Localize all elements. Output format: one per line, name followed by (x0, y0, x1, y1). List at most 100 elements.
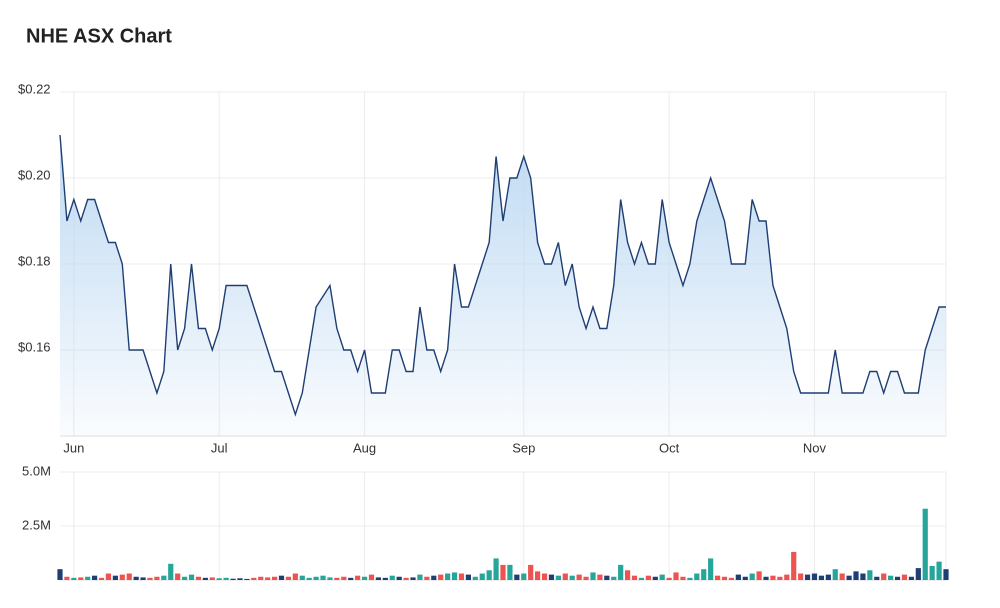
volume-bar (936, 561, 942, 580)
volume-bar (943, 569, 949, 580)
volume-bar (389, 575, 395, 580)
volume-bar (915, 568, 921, 580)
volume-bar (251, 577, 257, 580)
volume-bar (687, 577, 693, 580)
volume-bar (645, 575, 651, 580)
volume-bar (853, 571, 859, 580)
volume-bar (784, 574, 790, 580)
volume-bar (355, 575, 361, 580)
volume-bar (818, 575, 825, 580)
volume-bar (908, 576, 914, 580)
volume-bar (514, 574, 520, 580)
volume-bar (860, 573, 866, 580)
volume-bar (798, 573, 804, 580)
volume-bar (832, 569, 838, 580)
volume-bar (265, 577, 271, 580)
volume-bar (98, 577, 105, 580)
volume-bar (881, 573, 887, 580)
volume-bar (230, 578, 236, 580)
volume-bar (375, 577, 382, 580)
volume-bar (804, 574, 811, 580)
volume-bar (313, 576, 319, 580)
volume-bar (638, 577, 645, 580)
volume-bar (486, 570, 492, 580)
volume-bar (327, 577, 333, 580)
x-tick-label: Oct (659, 440, 680, 455)
volume-bar (403, 577, 409, 580)
volume-bar (922, 508, 928, 580)
volume-bar (64, 576, 70, 580)
volume-bar (742, 576, 748, 580)
volume-bar (341, 576, 347, 580)
volume-bar (666, 577, 672, 580)
volume-bar (604, 575, 610, 580)
volume-bar (749, 573, 755, 580)
volume-bar (673, 572, 679, 580)
volume-bar (368, 574, 375, 580)
volume-bar (562, 573, 568, 580)
volume-bar (161, 575, 167, 580)
volume-bar (479, 573, 485, 580)
volume-bar (624, 570, 631, 580)
volume-bar (396, 576, 402, 580)
y-tick-label: 5.0M (22, 463, 51, 478)
volume-bar (237, 578, 243, 580)
volume-bar (348, 577, 354, 580)
volume-bar (701, 569, 707, 580)
volume-bar (888, 575, 894, 580)
volume-bar (465, 574, 471, 580)
volume-bar (694, 573, 700, 580)
volume-bar (168, 563, 174, 580)
volume-bar (770, 575, 776, 580)
volume-bar (590, 572, 596, 580)
volume-bar (78, 577, 84, 580)
volume-bar (659, 574, 665, 580)
x-tick-label: Jun (63, 440, 84, 455)
volume-bar (140, 577, 146, 580)
y-tick-label: $0.20 (18, 167, 51, 182)
volume-bar (618, 564, 624, 580)
volume-bar (92, 575, 98, 580)
x-tick-label: Jul (211, 440, 228, 455)
volume-bar (126, 573, 132, 580)
volume-bar (271, 576, 278, 580)
price-area (60, 135, 946, 436)
volume-bar (756, 571, 762, 580)
volume-bar (791, 551, 797, 580)
volume-bar (299, 575, 305, 580)
volume-bar (133, 576, 139, 580)
volume-bar (929, 565, 935, 580)
chart-title: NHE ASX Chart (26, 25, 172, 47)
volume-bar (576, 574, 582, 580)
x-tick-label: Nov (803, 440, 827, 455)
volume-bar (555, 575, 561, 580)
volume-bar (244, 578, 250, 580)
volume-bar (708, 558, 714, 580)
volume-bar (292, 573, 298, 580)
volume-bar (382, 577, 388, 580)
volume-bar (445, 573, 451, 580)
y-tick-label: $0.22 (18, 81, 51, 96)
volume-bar (846, 575, 852, 580)
x-tick-label: Aug (353, 440, 376, 455)
y-tick-label: $0.16 (18, 339, 51, 354)
volume-bar (611, 576, 617, 580)
volume-bar (223, 577, 229, 580)
volume-bar (714, 575, 721, 580)
volume-bar (894, 576, 901, 580)
volume-bar (175, 573, 181, 580)
volume-bar (320, 575, 326, 580)
volume-bar (417, 574, 423, 580)
y-tick-label: $0.18 (18, 253, 51, 268)
volume-bar (652, 576, 658, 580)
volume-bar (306, 577, 312, 580)
volume-bar (721, 576, 728, 580)
volume-bar (119, 574, 125, 580)
volume-bar (472, 576, 478, 580)
volume-bar (535, 571, 541, 580)
volume-bar (728, 577, 735, 580)
volume-bar (583, 576, 589, 580)
volume-bar (631, 575, 638, 580)
volume-bar (825, 574, 831, 580)
